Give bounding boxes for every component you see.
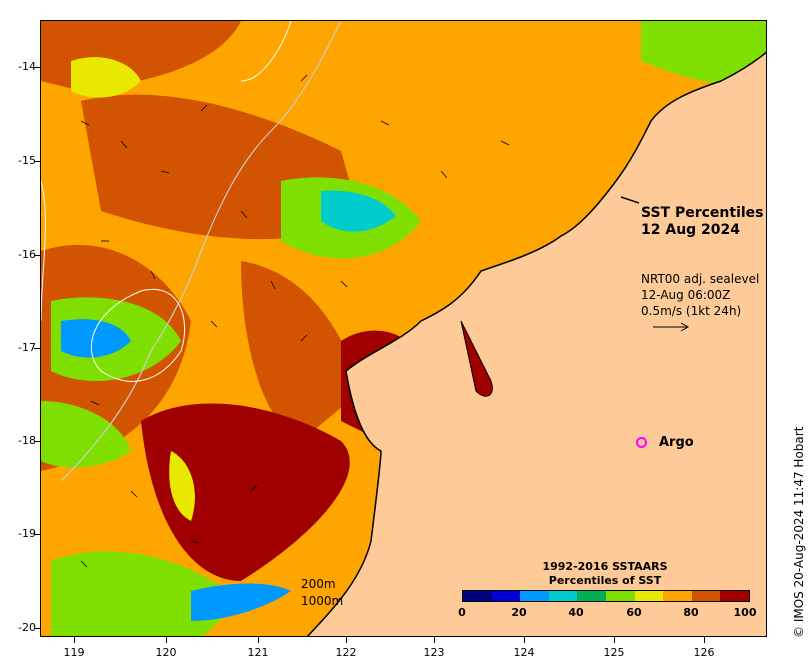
- colorbar: [462, 590, 750, 602]
- x-tick-label: 124: [513, 646, 535, 659]
- y-tick-label: -18: [18, 434, 36, 447]
- y-tick: [34, 255, 40, 256]
- colorbar-segment: [720, 591, 749, 601]
- y-tick-label: -20: [18, 621, 36, 634]
- title-pointer: [620, 196, 640, 204]
- sst-patch-mid: [169, 451, 195, 521]
- colorbar-segment: [491, 591, 521, 601]
- x-tick-label: 123: [423, 646, 445, 659]
- colorbar-label: 80: [683, 606, 699, 619]
- sst-patch-high: [241, 261, 361, 441]
- y-tick: [34, 348, 40, 349]
- contour-200m-label: 200m: [301, 577, 336, 591]
- sst-patch-cool: [41, 401, 131, 468]
- colorbar-label: 20: [511, 606, 527, 619]
- land-mass: [307, 52, 766, 636]
- x-tick-label: 119: [63, 646, 85, 659]
- y-tick: [34, 161, 40, 162]
- currents-scale: 0.5m/s (1kt 24h): [641, 304, 742, 318]
- contour-200m: [60, 21, 342, 482]
- x-tick-label: 122: [335, 646, 357, 659]
- colorbar-segment: [663, 591, 692, 601]
- y-tick: [34, 628, 40, 629]
- argo-label: Argo: [659, 435, 694, 450]
- sst-patch-cold: [191, 583, 291, 621]
- y-tick: [34, 441, 40, 442]
- sst-patch-mid: [71, 57, 141, 98]
- contour-1000m: [90, 21, 292, 382]
- colorbar-label: 60: [626, 606, 642, 619]
- sst-patch-very-high: [141, 403, 350, 581]
- colorbar-title: 1992-2016 SSTAARS Percentiles of SST: [500, 560, 710, 588]
- sst-patch-cold: [61, 319, 131, 358]
- x-tick: [434, 637, 435, 643]
- coastline: [306, 51, 766, 636]
- x-tick: [346, 637, 347, 643]
- sst-patch-cool: [641, 21, 766, 85]
- copyright-text: © IMOS 20-Aug-2024 11:47 Hobart: [792, 426, 806, 638]
- colorbar-label: 40: [568, 606, 584, 619]
- colorbar-segment: [605, 591, 635, 601]
- x-tick-label: 126: [693, 646, 715, 659]
- y-tick-label: -17: [18, 341, 36, 354]
- x-tick: [166, 637, 167, 643]
- y-tick: [34, 534, 40, 535]
- x-tick-label: 121: [247, 646, 269, 659]
- y-tick-label: -14: [18, 60, 36, 73]
- sst-map-canvas: [41, 21, 766, 636]
- colorbar-segment: [520, 591, 549, 601]
- colorbar-title-line2: Percentiles of SST: [548, 574, 662, 587]
- contour-1000m-label: 1000m: [301, 594, 344, 608]
- sst-patch-cold: [321, 190, 396, 232]
- x-tick-label: 125: [603, 646, 625, 659]
- x-tick: [614, 637, 615, 643]
- x-tick: [524, 637, 525, 643]
- inlet: [460, 320, 493, 397]
- currents-source: NRT00 adj. sealevel: [641, 272, 760, 286]
- colorbar-segment: [463, 591, 492, 601]
- x-tick: [704, 637, 705, 643]
- y-tick-label: -19: [18, 527, 36, 540]
- y-tick: [34, 67, 40, 68]
- colorbar-segment: [634, 591, 664, 601]
- y-tick-label: -16: [18, 248, 36, 261]
- argo-marker-icon: [636, 437, 647, 448]
- x-tick: [258, 637, 259, 643]
- colorbar-segment: [691, 591, 721, 601]
- sst-map: [40, 20, 767, 637]
- currents-time: 12-Aug 06:00Z: [641, 288, 731, 302]
- x-tick: [74, 637, 75, 643]
- x-tick-label: 120: [155, 646, 177, 659]
- contour-1000m: [41, 180, 46, 322]
- colorbar-label: 100: [733, 606, 757, 619]
- y-tick-label: -15: [18, 154, 36, 167]
- colorbar-segment: [577, 591, 606, 601]
- colorbar-segment: [548, 591, 578, 601]
- scale-arrow-head: [680, 322, 690, 332]
- map-title: SST Percentiles: [641, 205, 764, 221]
- map-date: 12 Aug 2024: [641, 222, 741, 238]
- colorbar-label: 0: [458, 606, 466, 619]
- current-vectors: [80, 74, 510, 568]
- colorbar-title-line1: 1992-2016 SSTAARS: [542, 560, 668, 573]
